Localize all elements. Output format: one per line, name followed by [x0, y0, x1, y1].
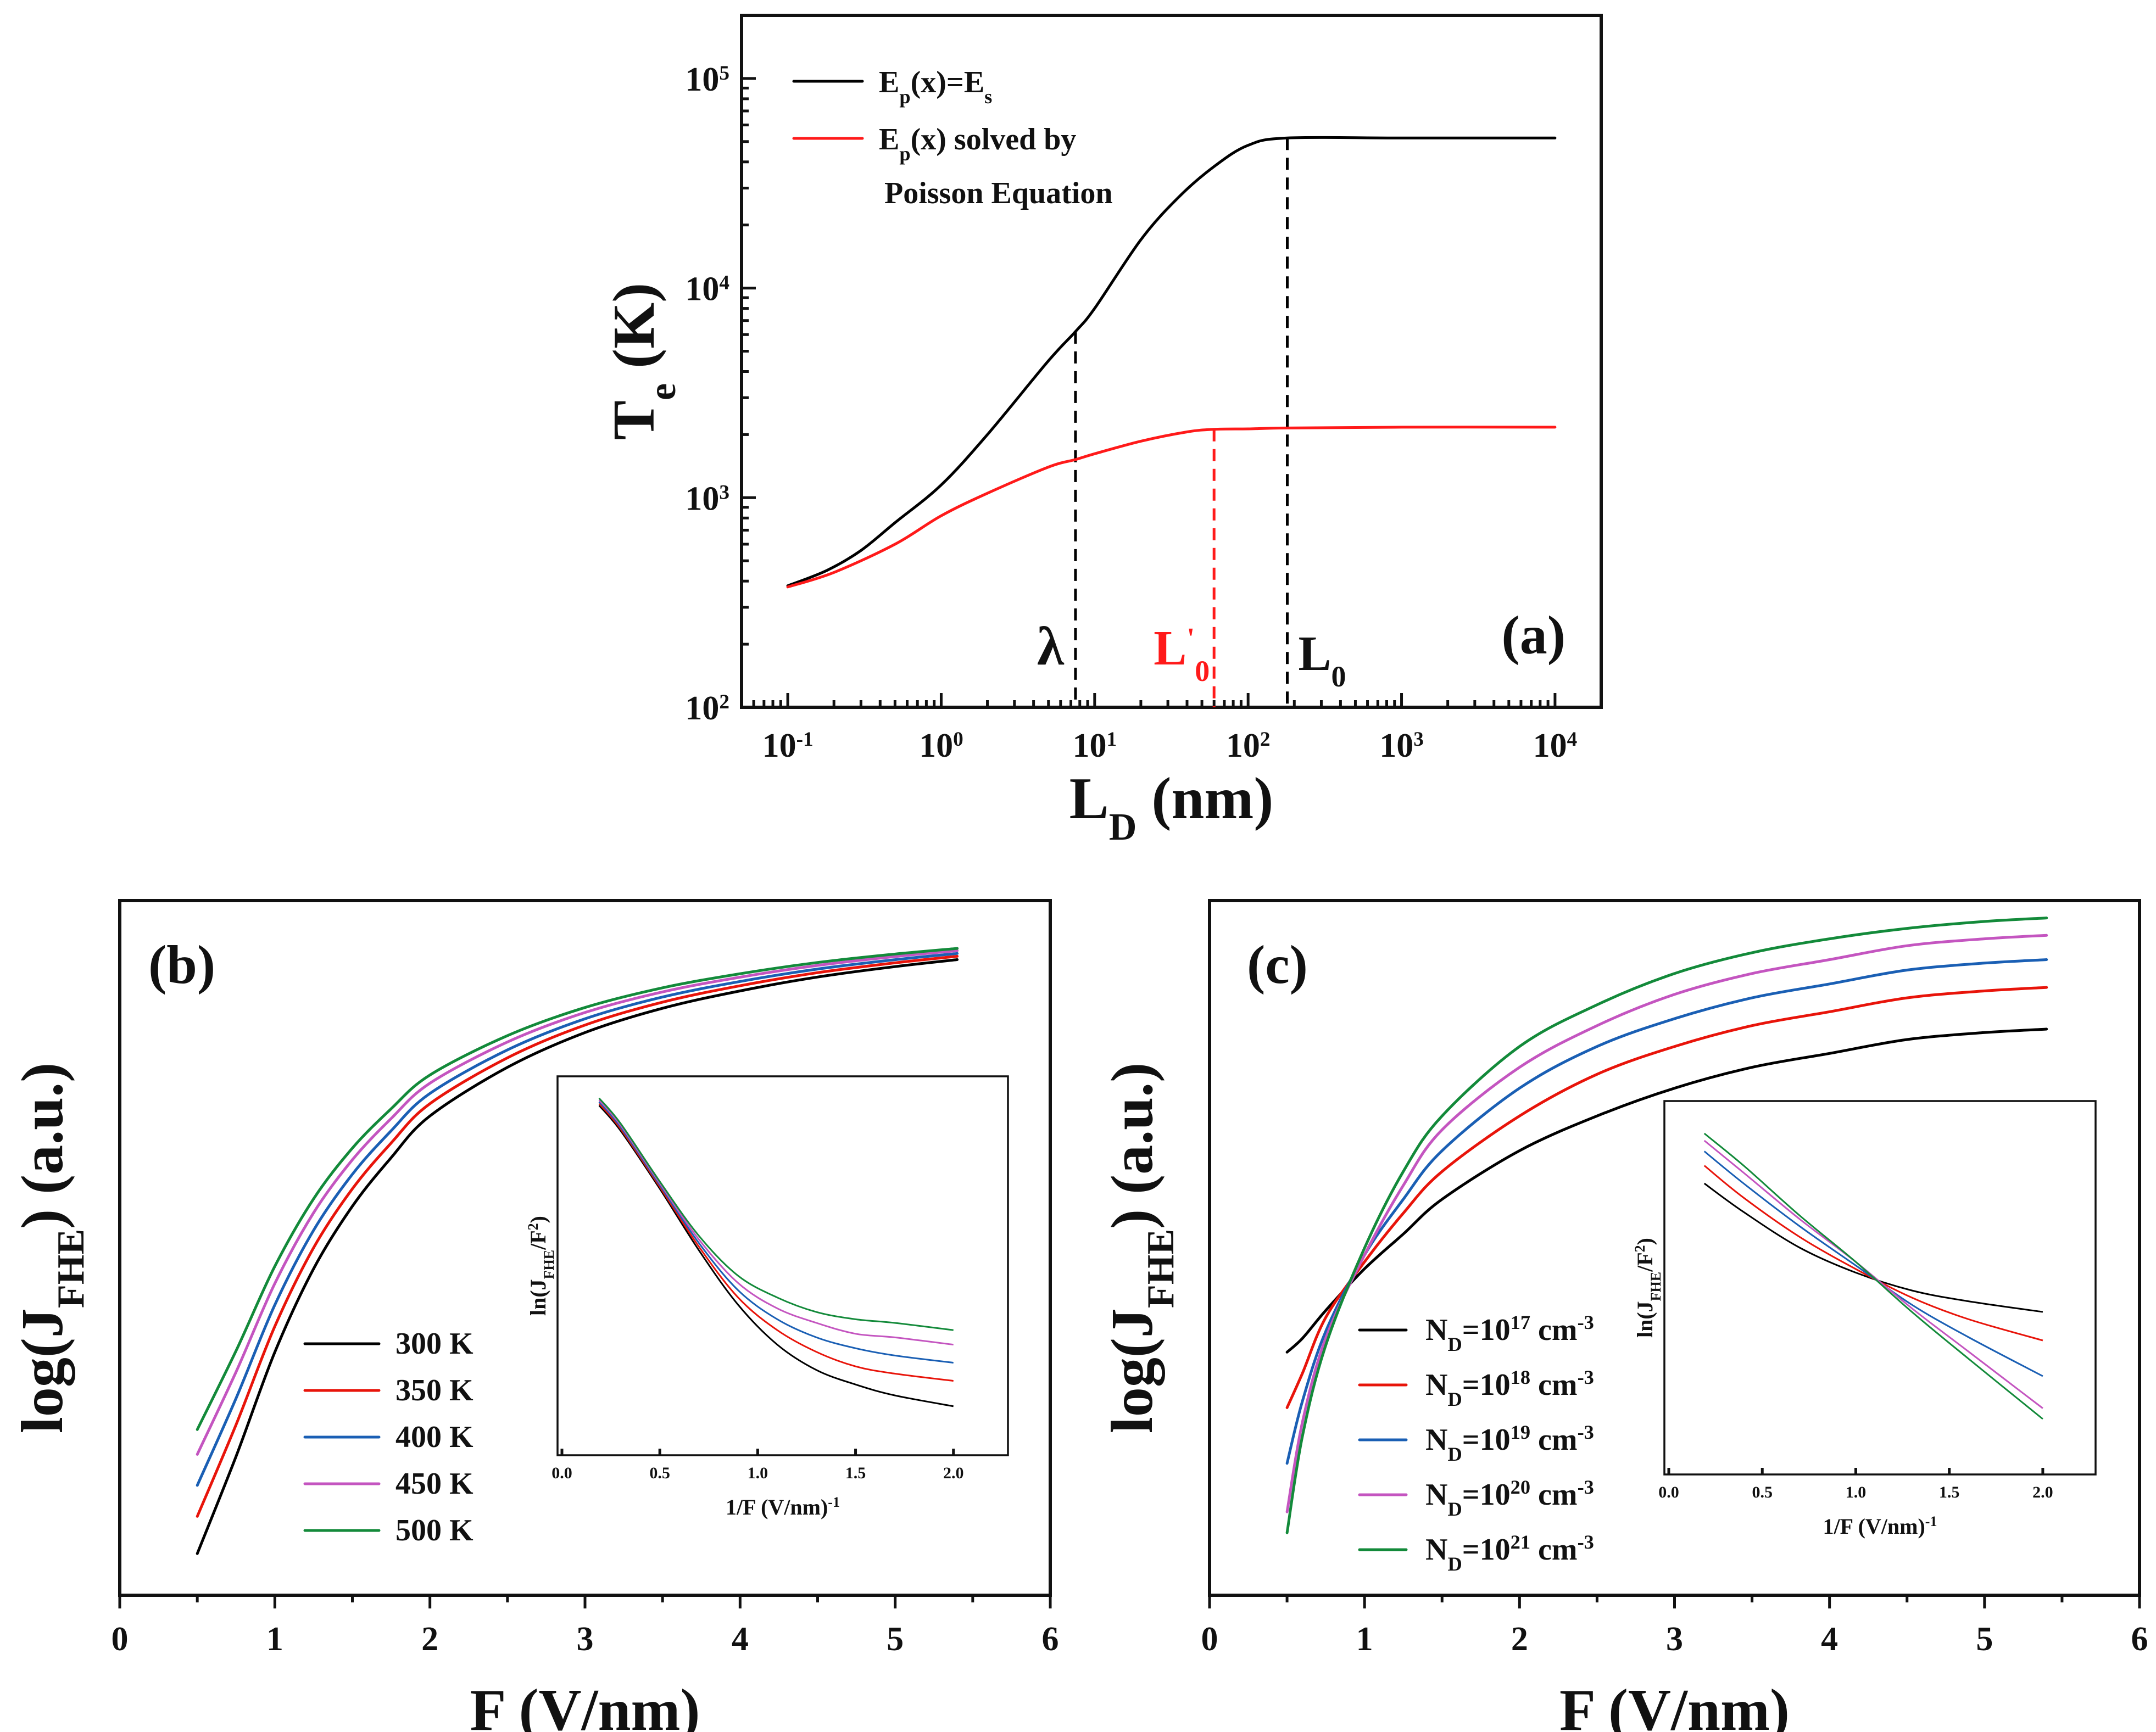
y-axis-label: log(JFHE) (a.u.) [1100, 1063, 1182, 1433]
inset-plot: 0.0 0.5 1.0 1.5 2.0 1/F (V/nm)-1 ln(JFHE/F2) [1632, 1100, 2097, 1539]
legend-label: ND=1021 cm-3 [1425, 1531, 1594, 1575]
legend-label: Ep(x) solved by [879, 122, 1076, 165]
inset-series-line [598, 1099, 954, 1346]
x-tick-label: 6 [2131, 1621, 2148, 1658]
x-tick-label: 1 [1356, 1621, 1373, 1658]
inset-x-label: 1/F (V/nm)-1 [1823, 1513, 1937, 1539]
inset-x-tick-label: 0.5 [649, 1464, 670, 1482]
x-tick-label: 5 [1976, 1621, 1993, 1658]
legend-label: 400 K [395, 1420, 473, 1454]
x-tick-label: 0 [112, 1621, 129, 1658]
x-axis-label: LD (nm) [1069, 766, 1274, 848]
y-tick-label: 104 [685, 271, 729, 308]
inset-plot: 0.0 0.5 1.0 1.5 2.0 1/F (V/nm)-1 ln(JFHE/F2) [525, 1075, 1009, 1520]
inset-series-line [598, 1097, 954, 1331]
l0-prime-label: L'0 [1154, 621, 1210, 688]
inset-x-tick-label: 1.5 [1939, 1483, 1960, 1501]
inset-series-line [1703, 1165, 2043, 1342]
inset-x-tick-label: 0.0 [551, 1464, 572, 1482]
inset-series-line [598, 1103, 954, 1382]
panel-tag: (b) [148, 934, 215, 995]
x-tick-label: 0 [1201, 1621, 1218, 1658]
inset-frame [1663, 1100, 2097, 1476]
x-tick-label: 102 [1226, 727, 1271, 764]
inset-series-line [1703, 1150, 2043, 1377]
inset-series-line [598, 1105, 954, 1407]
series-line [1285, 958, 2048, 1465]
inset-x-tick-label: 2.0 [2032, 1483, 2053, 1501]
panel-c: 0 1 2 3 4 5 6 F (V/nm) log(JFHE) (a.u.) (c) ND=101… [1100, 899, 2148, 1732]
x-tick-label: 4 [1821, 1621, 1838, 1658]
series-line [786, 426, 1557, 589]
series-line [1285, 986, 2048, 1409]
legend-label: 500 K [395, 1513, 473, 1547]
inset-y-label: ln(JFHE/F2) [1632, 1238, 1664, 1338]
panel-a: 10-1 100 101 102 103 104 102 103 104 105 LD (nm) Te… [601, 14, 1603, 848]
inset-x-label: 1/F (V/nm)-1 [726, 1494, 840, 1520]
legend-label: Ep(x)=Es [879, 65, 992, 108]
legend-label: ND=1019 cm-3 [1425, 1421, 1594, 1465]
x-tick-label: 101 [1073, 727, 1117, 764]
y-tick-label: 103 [685, 480, 729, 517]
x-tick-label: 104 [1533, 727, 1578, 764]
inset-x-tick-label: 1.5 [845, 1464, 866, 1482]
x-axis-label: F (V/nm) [1559, 1678, 1790, 1732]
inset-x-tick-label: 0.0 [1658, 1483, 1679, 1501]
panel-tag: (a) [1501, 605, 1566, 666]
x-tick-label: 6 [1042, 1621, 1059, 1658]
x-tick-label: 1 [266, 1621, 283, 1658]
legend-label: ND=1017 cm-3 [1425, 1311, 1594, 1355]
inset-series-line [1703, 1132, 2043, 1420]
x-tick-label: 3 [577, 1621, 594, 1658]
panel-a-frame [740, 14, 1603, 709]
y-axis-label: log(JFHE) (a.u.) [10, 1063, 92, 1433]
y-axis-label: Te (K) [601, 283, 684, 440]
inset-series-line [598, 1101, 954, 1364]
lambda-label: λ [1037, 616, 1065, 677]
inset-x-tick-label: 1.0 [1846, 1483, 1867, 1501]
legend-label: 450 K [395, 1467, 473, 1501]
y-tick-label: 102 [685, 690, 729, 727]
inset-series-line [1703, 1182, 2043, 1313]
x-tick-label: 3 [1666, 1621, 1683, 1658]
x-tick-label: 2 [421, 1621, 438, 1658]
legend-label: 300 K [395, 1327, 473, 1361]
series-line [196, 952, 959, 1487]
x-tick-label: 5 [887, 1621, 904, 1658]
x-axis-label: F (V/nm) [470, 1678, 700, 1732]
legend-label: 350 K [395, 1373, 473, 1407]
legend-label: ND=1020 cm-3 [1425, 1476, 1594, 1520]
series-line [196, 958, 959, 1555]
series-line [1285, 917, 2048, 1534]
x-tick-label: 10-1 [762, 727, 814, 764]
inset-y-label: ln(JFHE/F2) [525, 1216, 557, 1316]
l0-label: L0 [1298, 627, 1346, 693]
x-tick-label: 2 [1511, 1621, 1528, 1658]
series-line [196, 947, 959, 1431]
panel-b: 0 1 2 3 4 5 6 F (V/nm) log(JFHE) (a.u.) (b) 300 K 3… [10, 899, 1059, 1732]
series-line [786, 136, 1557, 588]
panel-tag: (c) [1247, 934, 1308, 995]
inset-x-tick-label: 1.0 [748, 1464, 768, 1482]
y-tick-label: 105 [685, 61, 729, 98]
inset-x-tick-label: 2.0 [943, 1464, 964, 1482]
inset-x-tick-label: 0.5 [1752, 1483, 1773, 1501]
series-line [196, 954, 959, 1518]
series-line [1285, 934, 2048, 1513]
legend-label: ND=1018 cm-3 [1425, 1366, 1594, 1410]
legend-label: Poisson Equation [884, 176, 1113, 210]
x-tick-label: 100 [919, 727, 963, 764]
x-tick-label: 4 [732, 1621, 749, 1658]
x-tick-label: 103 [1379, 727, 1424, 764]
series-line [196, 949, 959, 1456]
